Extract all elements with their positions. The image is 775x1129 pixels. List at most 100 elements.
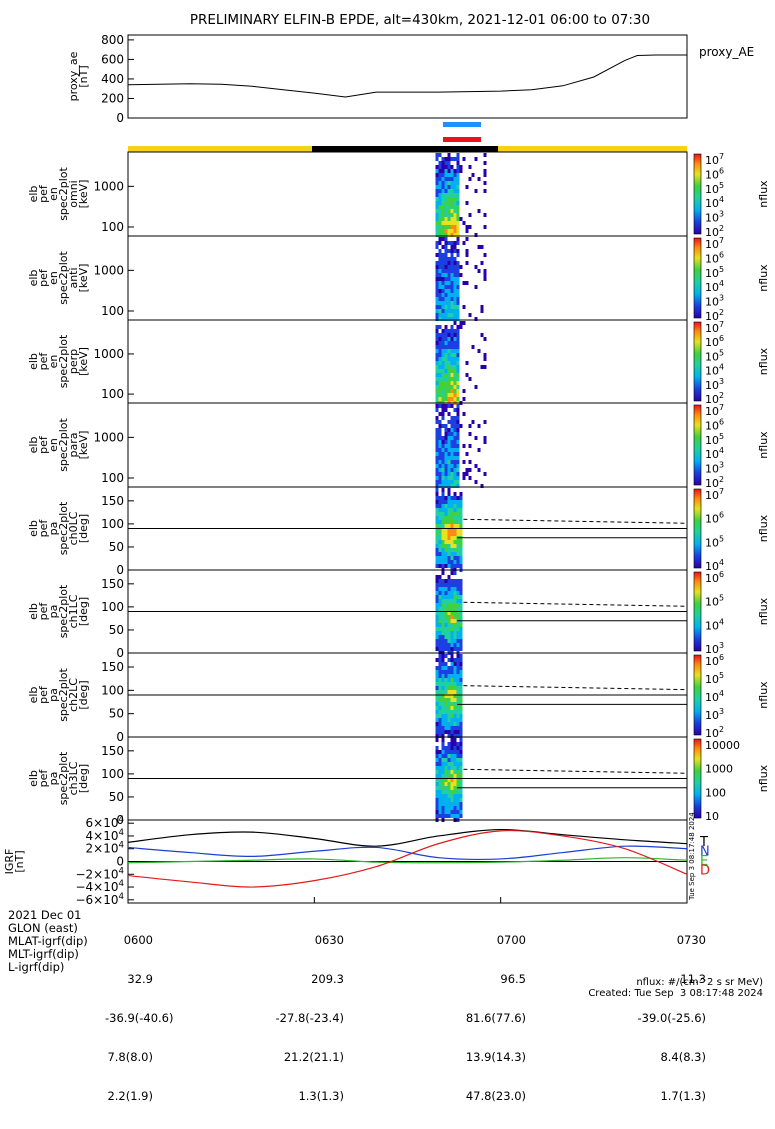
spectrogram-cell bbox=[447, 810, 451, 814]
spectrogram-cell bbox=[453, 706, 457, 710]
spectrogram-cell bbox=[447, 631, 451, 635]
spectrogram-cell bbox=[453, 249, 457, 253]
spectrogram-cell bbox=[450, 516, 454, 520]
colorbar bbox=[693, 488, 702, 569]
spectrogram-cell bbox=[450, 185, 454, 189]
spectrogram-cell bbox=[441, 257, 445, 261]
spectrogram-cell bbox=[438, 710, 442, 714]
spectrogram-cell bbox=[438, 289, 442, 293]
spectrogram-panel-8: 150100500elbpefpaspec2plotch3LC[deg]1000… bbox=[27, 736, 770, 827]
spectrogram-cell bbox=[441, 730, 445, 734]
spectrogram-cell bbox=[444, 698, 448, 702]
spectrogram-panel-5: 150100500elbpefpaspec2plotch0LC[deg]1071… bbox=[27, 486, 770, 577]
spectrogram-cell bbox=[453, 381, 457, 385]
spectrogram-cell bbox=[453, 432, 457, 436]
spectrogram-cell bbox=[438, 165, 442, 169]
spectrogram-cell bbox=[444, 221, 448, 225]
spectrogram-cell bbox=[447, 706, 451, 710]
spectrogram-cell bbox=[435, 185, 439, 189]
spectrogram-cell bbox=[438, 647, 442, 651]
spectrogram-cell bbox=[468, 225, 472, 229]
spectrogram-cell bbox=[453, 349, 457, 353]
spectrogram-cell bbox=[441, 416, 445, 420]
colorbar bbox=[693, 321, 702, 402]
spectrogram-cell bbox=[447, 615, 451, 619]
spectrogram-cell bbox=[441, 670, 445, 674]
spectrogram-cell bbox=[456, 556, 460, 560]
y-axis-label-word: pef bbox=[37, 435, 50, 454]
spectrogram-cell bbox=[459, 504, 463, 508]
spectrogram-cell bbox=[441, 181, 445, 185]
colorbar-tick-label: 105 bbox=[705, 594, 724, 609]
spectrogram-cell bbox=[453, 738, 457, 742]
spectrogram-cell bbox=[435, 456, 439, 460]
spectrogram-cell bbox=[450, 496, 454, 500]
spectrogram-cell bbox=[438, 540, 442, 544]
spectrogram-cell bbox=[462, 281, 466, 285]
spectrogram-cell bbox=[456, 209, 460, 213]
y-axis-label-word: pef bbox=[37, 352, 50, 371]
spectrogram-cell bbox=[438, 309, 442, 313]
spectrogram-cell bbox=[438, 221, 442, 225]
spectrogram-cell bbox=[456, 309, 460, 313]
spectrogram-cell bbox=[465, 237, 469, 241]
spectrogram-cell bbox=[438, 532, 442, 536]
spectrogram-cell bbox=[462, 389, 466, 393]
y-tick-label: 600 bbox=[101, 52, 124, 66]
spectrogram-cell bbox=[453, 416, 457, 420]
colorbar-tick-label: 10000 bbox=[705, 739, 740, 752]
spectrogram-cell bbox=[456, 532, 460, 536]
spectrogram-cell bbox=[441, 424, 445, 428]
spectrogram-cell bbox=[438, 468, 442, 472]
spectrogram-cell bbox=[459, 678, 463, 682]
spectrogram-cell bbox=[438, 662, 442, 666]
spectrogram-cell bbox=[453, 778, 457, 782]
spectrogram-cell bbox=[441, 189, 445, 193]
spectrogram-cell bbox=[453, 273, 457, 277]
spectrogram-cell bbox=[450, 611, 454, 615]
spectrogram-cell bbox=[444, 209, 448, 213]
spectrogram-cell bbox=[441, 544, 445, 548]
spectrogram-cell bbox=[438, 714, 442, 718]
spectrogram-cell bbox=[444, 544, 448, 548]
spectrogram-cell bbox=[450, 233, 454, 237]
spectrogram-cell bbox=[450, 627, 454, 631]
spectrogram-cell bbox=[441, 233, 445, 237]
spectrogram-cell bbox=[438, 448, 442, 452]
spectrogram-cell bbox=[456, 746, 460, 750]
spectrogram-cell bbox=[447, 233, 451, 237]
spectrogram-cell bbox=[450, 193, 454, 197]
spectrogram-cell bbox=[453, 583, 457, 587]
spectrogram-cell bbox=[447, 289, 451, 293]
spectrogram-cell bbox=[456, 181, 460, 185]
spectrogram-cell bbox=[447, 464, 451, 468]
spectrogram-cell bbox=[456, 217, 460, 221]
spectrogram-cell bbox=[444, 730, 448, 734]
spectrogram-cell bbox=[441, 289, 445, 293]
spectrogram-cell bbox=[453, 205, 457, 209]
spectrogram-cell bbox=[468, 460, 472, 464]
igrf-legend-N: N bbox=[700, 845, 710, 860]
spectrogram-cell bbox=[456, 165, 460, 169]
spectrogram-cell bbox=[453, 361, 457, 365]
spectrogram-cell bbox=[459, 325, 463, 329]
spectrogram-cell bbox=[444, 197, 448, 201]
spectrogram-cell bbox=[471, 173, 475, 177]
spectrogram-cell bbox=[453, 524, 457, 528]
spectrogram-cell bbox=[453, 189, 457, 193]
spectrogram-cell bbox=[453, 532, 457, 536]
spectrogram-cell bbox=[435, 579, 439, 583]
spectrogram-cell bbox=[456, 631, 460, 635]
spectrogram-cell bbox=[447, 698, 451, 702]
proxy-ae-line bbox=[127, 54, 687, 98]
spectrogram-cell bbox=[447, 468, 451, 472]
spectrogram-cell bbox=[450, 639, 454, 643]
y-tick-label: 1000 bbox=[93, 430, 124, 444]
spectrogram-cell bbox=[435, 329, 439, 333]
spectrogram-cell bbox=[453, 181, 457, 185]
spectrogram-cell bbox=[450, 750, 454, 754]
spectrogram-cell bbox=[459, 528, 463, 532]
spectrogram-cell bbox=[453, 690, 457, 694]
spectrogram-cell bbox=[441, 698, 445, 702]
spectrogram-cell bbox=[456, 185, 460, 189]
